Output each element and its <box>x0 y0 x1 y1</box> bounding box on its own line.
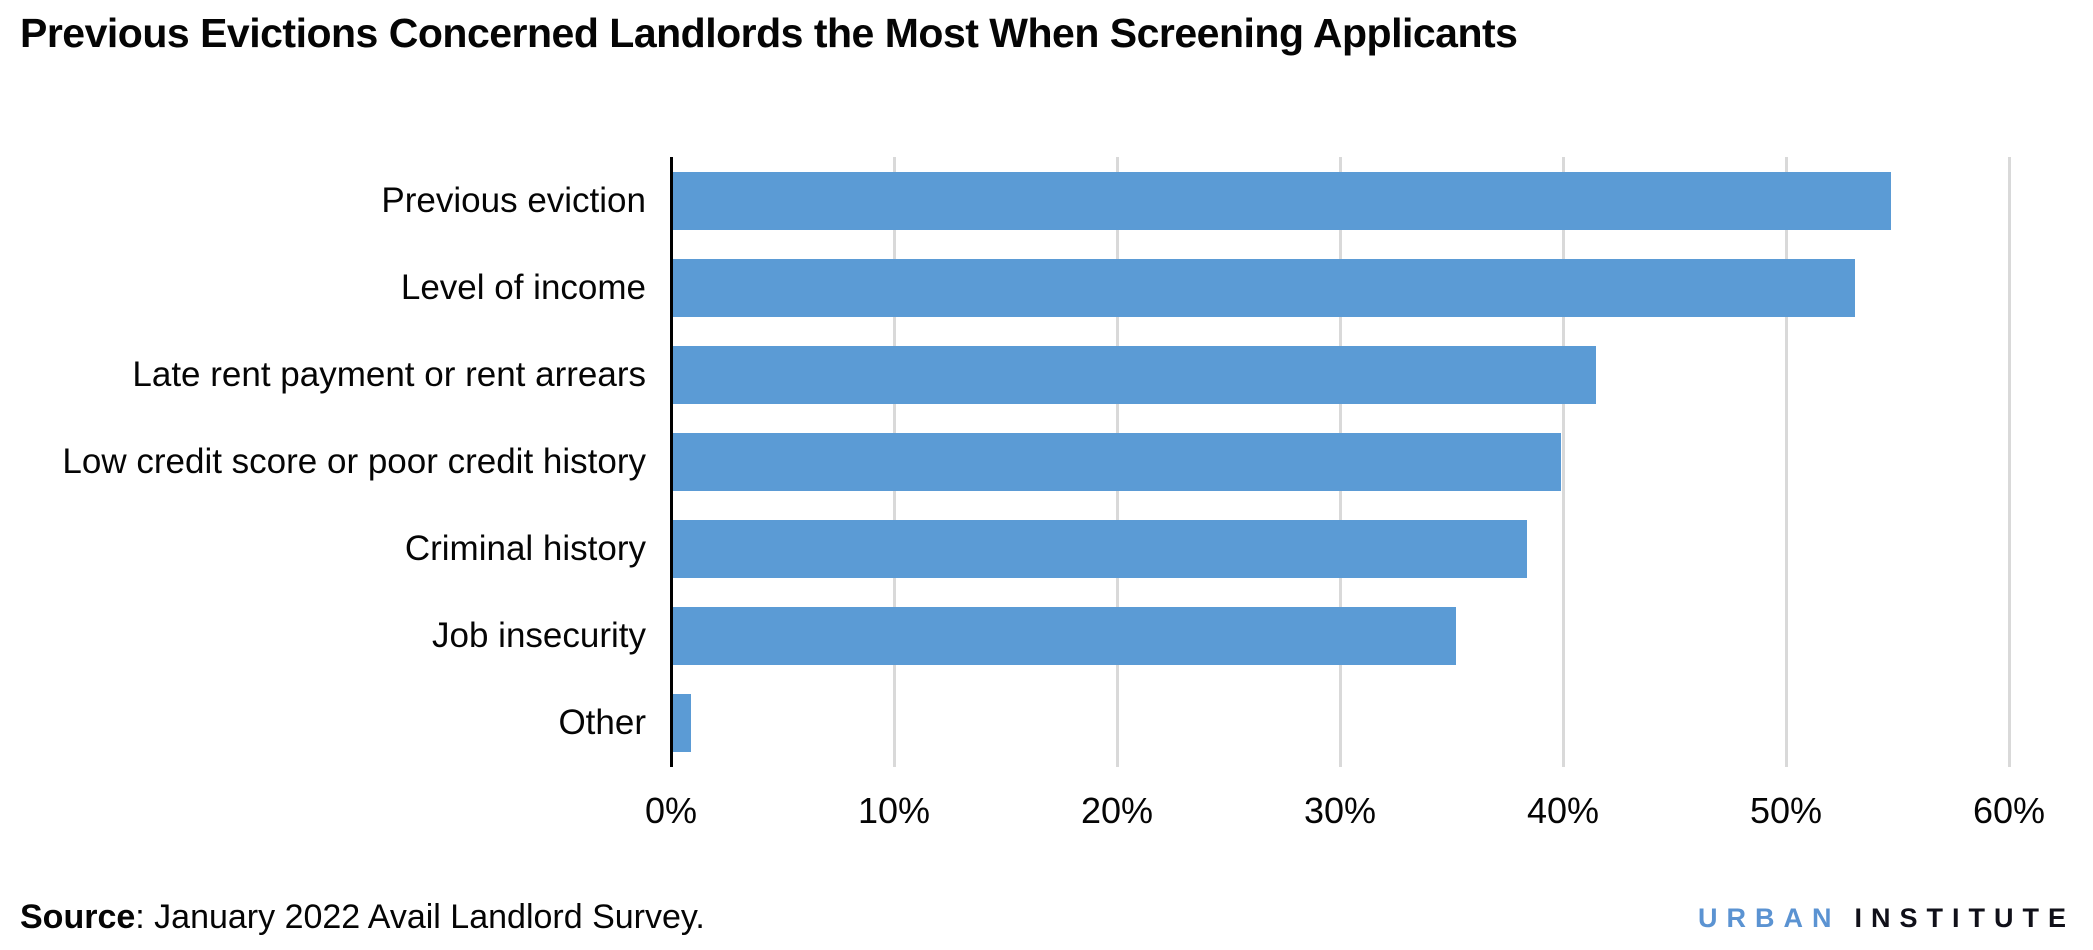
x-tick-label-60: 60% <box>1972 790 2046 831</box>
logo-word-urban: URBAN <box>1698 903 1841 933</box>
bar-low-credit-score-or-poor-credit-history <box>673 433 1561 491</box>
gridline-50 <box>1785 157 1788 767</box>
bar-job-insecurity <box>673 607 1456 666</box>
x-tick-label-0: 0% <box>644 790 698 831</box>
category-axis-labels: Previous eviction Level of income Late ren… <box>0 157 646 767</box>
x-tick-label-10: 10% <box>857 790 931 831</box>
category-label: Late rent payment or rent arrears <box>132 354 646 394</box>
x-tick-label-30: 30% <box>1303 790 1377 831</box>
bar-level-of-income <box>673 258 1855 317</box>
category-label: Level of income <box>400 267 646 307</box>
category-label: Low credit score or poor credit history <box>62 441 646 481</box>
x-tick-label-20: 20% <box>1080 790 1154 831</box>
x-axis-tick-labels: 0% 10% 20% 30% 40% 50% 60% <box>0 790 2093 840</box>
gridline-40 <box>1562 157 1565 767</box>
bar-other <box>673 694 691 753</box>
logo-word-institute: INSTITUTE <box>1854 903 2075 933</box>
source-note: Source: January 2022 Avail Landlord Surv… <box>20 898 705 937</box>
bar-late-rent-payment-or-rent-arrears <box>673 345 1597 404</box>
x-tick-label-50: 50% <box>1749 790 1823 831</box>
category-label: Job insecurity <box>432 616 646 656</box>
y-axis-line <box>670 157 673 767</box>
source-text: January 2022 Avail Landlord Survey. <box>154 898 705 936</box>
chart-title: Previous Evictions Concerned Landlords t… <box>20 10 1518 56</box>
source-separator: : <box>135 898 155 936</box>
urban-institute-logo: URBAN INSTITUTE <box>1698 903 2075 934</box>
bar-criminal-history <box>673 520 1528 579</box>
bar-previous-eviction <box>673 171 1891 230</box>
category-label: Other <box>558 703 646 743</box>
source-label: Source <box>20 898 136 936</box>
x-tick-label-40: 40% <box>1526 790 1600 831</box>
plot-area <box>670 157 2060 767</box>
gridline-60 <box>2008 157 2011 767</box>
category-label: Criminal history <box>404 529 646 569</box>
category-label: Previous eviction <box>381 180 646 220</box>
